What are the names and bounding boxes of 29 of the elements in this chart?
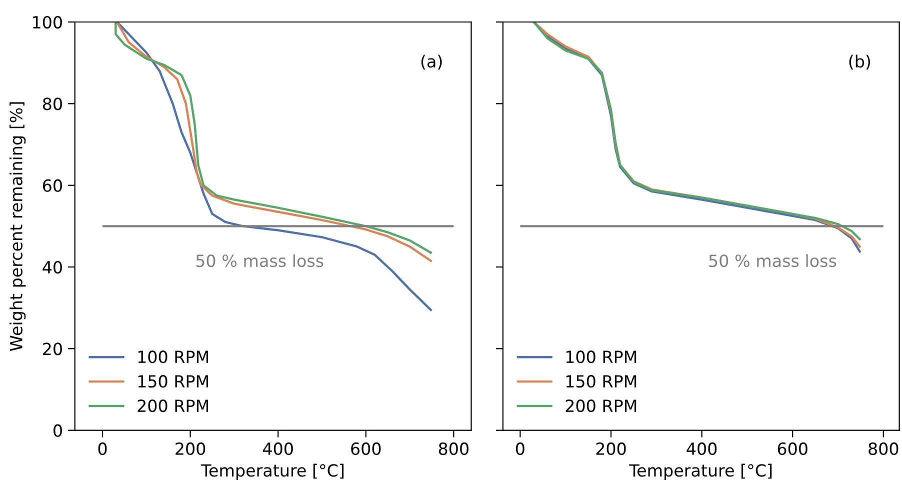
annotation: 50 % mass loss bbox=[196, 254, 324, 268]
y-tick-label: 80 bbox=[42, 98, 62, 110]
annotation: (a) bbox=[421, 54, 442, 70]
annotation: (b) bbox=[849, 54, 870, 70]
x-tick-label: 0 bbox=[98, 442, 107, 456]
x-axis-title: Temperature [°C] bbox=[629, 464, 772, 480]
legend-label: 150 RPM bbox=[566, 375, 636, 388]
x-tick-label: 600 bbox=[778, 442, 808, 456]
annotation: 50 % mass loss bbox=[709, 254, 836, 268]
x-tick-label: 400 bbox=[263, 442, 293, 456]
x-tick-label: 200 bbox=[596, 442, 626, 456]
y-tick-label: 0 bbox=[54, 424, 62, 437]
y-tick-label: 40 bbox=[42, 260, 62, 274]
x-tick-label: 600 bbox=[351, 442, 381, 456]
x-tick-label: 800 bbox=[438, 442, 468, 456]
y-tick-label: 20 bbox=[43, 342, 62, 356]
legend-label: 150 RPM bbox=[138, 375, 208, 388]
y-axis-title: Weight percent remaining [%] bbox=[10, 102, 26, 351]
x-tick-label: 0 bbox=[516, 442, 524, 456]
legend-label: 100 RPM bbox=[138, 350, 208, 364]
legend-label: 100 RPM bbox=[566, 350, 636, 364]
y-tick-label: 60 bbox=[43, 179, 62, 192]
x-tick-label: 400 bbox=[686, 442, 717, 456]
legend-label: 200 RPM bbox=[566, 399, 636, 412]
y-tick-label: 100 bbox=[33, 16, 62, 29]
x-tick-label: 800 bbox=[868, 442, 898, 456]
x-tick-label: 200 bbox=[176, 442, 206, 456]
legend-label: 200 RPM bbox=[138, 399, 208, 412]
x-axis-title: Temperature [°C] bbox=[201, 464, 344, 480]
